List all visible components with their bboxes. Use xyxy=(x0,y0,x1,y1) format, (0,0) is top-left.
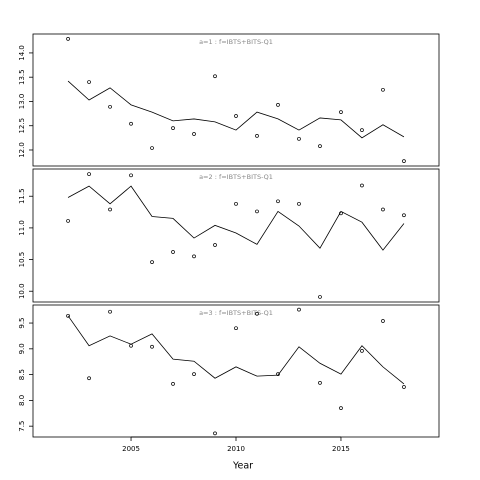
data-point xyxy=(297,201,301,206)
panel-title: a=1 : f=IBTS+BITS-Q1 xyxy=(199,38,273,46)
data-point xyxy=(402,213,406,218)
panel-title: a=3 : f=IBTS+BITS-Q1 xyxy=(199,309,273,317)
data-point xyxy=(234,201,238,206)
data-point xyxy=(255,209,259,214)
y-tick-label: 11.0 xyxy=(18,220,26,236)
data-point xyxy=(108,207,112,212)
data-point xyxy=(234,114,238,118)
data-point xyxy=(87,172,91,176)
data-point xyxy=(402,159,406,163)
data-point xyxy=(360,349,364,353)
data-point xyxy=(66,313,70,318)
data-point xyxy=(276,199,280,204)
data-point xyxy=(402,385,406,389)
y-tick-label: 9.5 xyxy=(18,317,26,328)
data-point xyxy=(171,126,175,130)
data-point xyxy=(255,134,259,138)
data-point xyxy=(234,326,238,331)
panel-title: a=2 : f=IBTS+BITS-Q1 xyxy=(199,173,273,181)
y-tick-label: 11.5 xyxy=(18,188,26,204)
data-point xyxy=(339,110,343,114)
y-tick-label: 8.5 xyxy=(18,369,26,380)
data-point xyxy=(381,207,385,212)
y-tick-label: 12.0 xyxy=(18,142,26,158)
data-point xyxy=(192,132,196,136)
data-point xyxy=(171,382,175,386)
data-point xyxy=(87,376,91,381)
data-point xyxy=(192,254,196,259)
data-point xyxy=(381,87,385,92)
data-point xyxy=(297,307,301,312)
data-point xyxy=(318,381,322,385)
y-tick-label: 10.0 xyxy=(18,283,26,299)
y-tick-label: 13.0 xyxy=(18,94,26,110)
data-point xyxy=(66,37,70,41)
data-point xyxy=(213,74,217,79)
data-point xyxy=(150,344,154,349)
y-tick-label: 10.5 xyxy=(18,252,26,268)
data-point xyxy=(297,136,301,141)
data-point xyxy=(360,183,364,188)
data-point xyxy=(213,243,217,247)
data-point xyxy=(129,173,133,178)
data-point xyxy=(129,343,133,348)
y-tick-label: 13.5 xyxy=(18,69,26,85)
fit-line xyxy=(67,315,405,385)
data-point xyxy=(276,103,280,107)
y-tick-label: 9.0 xyxy=(18,343,26,354)
data-point xyxy=(87,80,91,84)
data-point xyxy=(360,128,364,132)
data-point xyxy=(150,146,154,150)
y-tick-label: 12.5 xyxy=(18,118,26,134)
data-point xyxy=(108,104,112,109)
data-point xyxy=(129,121,133,126)
data-point xyxy=(318,144,322,148)
y-tick-label: 8.0 xyxy=(18,395,26,406)
data-point xyxy=(276,372,280,376)
x-tick-label: 2005 xyxy=(122,445,140,453)
x-tick-label: 2015 xyxy=(332,445,350,453)
fit-line xyxy=(67,80,405,139)
data-point xyxy=(213,431,217,436)
panel-frame xyxy=(32,33,440,167)
y-tick-label: 7.5 xyxy=(18,421,26,432)
x-tick-label: 2010 xyxy=(227,445,245,453)
data-point xyxy=(192,372,196,376)
fit-line xyxy=(67,185,405,251)
data-point xyxy=(108,309,112,314)
x-axis-label: Year xyxy=(232,461,253,472)
panel-frame xyxy=(32,168,440,303)
data-point xyxy=(66,219,70,223)
y-tick-label: 14.0 xyxy=(18,45,26,61)
data-point xyxy=(318,295,322,299)
data-point xyxy=(171,250,175,254)
panel-frame xyxy=(32,304,440,438)
data-point xyxy=(381,319,385,323)
data-point xyxy=(255,311,259,316)
data-point xyxy=(339,406,343,410)
data-point xyxy=(150,260,154,264)
